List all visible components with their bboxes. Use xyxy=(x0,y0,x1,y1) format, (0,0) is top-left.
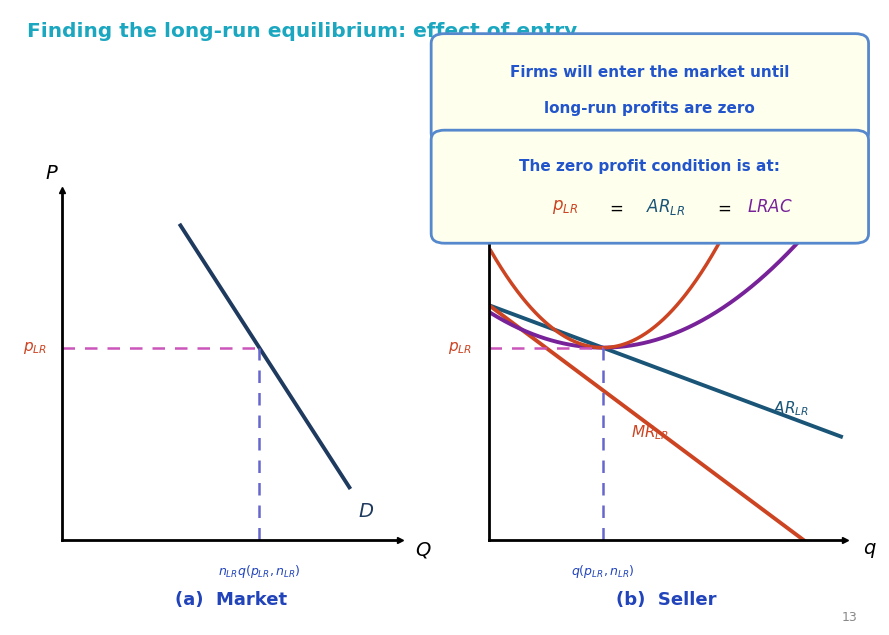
Text: $=$: $=$ xyxy=(714,198,732,217)
Text: $p_{LR}$: $p_{LR}$ xyxy=(23,340,47,356)
Text: $LRAC$: $LRAC$ xyxy=(795,196,837,211)
Text: Finding the long-run equilibrium: effect of entry: Finding the long-run equilibrium: effect… xyxy=(27,22,577,41)
Text: $P$: $P$ xyxy=(45,164,59,182)
Text: 13: 13 xyxy=(842,611,858,624)
Text: $p$: $p$ xyxy=(471,164,485,182)
Text: $q(p_{LR},n_{LR})$: $q(p_{LR},n_{LR})$ xyxy=(571,563,635,580)
Text: $n_{LR}q(p_{LR},n_{LR})$: $n_{LR}q(p_{LR},n_{LR})$ xyxy=(218,563,300,580)
Text: $p_{LR}$: $p_{LR}$ xyxy=(552,198,579,217)
Text: The zero profit condition is at:: The zero profit condition is at: xyxy=(519,159,781,173)
Text: $LRAC$: $LRAC$ xyxy=(747,198,793,217)
Text: $=$: $=$ xyxy=(605,198,623,217)
Text: $AR_{LR}$: $AR_{LR}$ xyxy=(773,399,810,418)
Text: long-run profits are zero: long-run profits are zero xyxy=(544,100,756,116)
Text: (a)  Market: (a) Market xyxy=(175,591,287,609)
Text: $Q$: $Q$ xyxy=(415,540,432,560)
Text: $MR_{LR}$: $MR_{LR}$ xyxy=(631,424,669,442)
Text: (b)  Seller: (b) Seller xyxy=(616,591,717,609)
Text: $AR_{LR}$: $AR_{LR}$ xyxy=(646,197,685,217)
Text: $D$: $D$ xyxy=(358,502,374,521)
Text: Firms will enter the market until: Firms will enter the market until xyxy=(510,65,789,81)
Text: $LRMC$: $LRMC$ xyxy=(780,163,824,178)
Text: $p_{LR}$: $p_{LR}$ xyxy=(448,340,473,356)
Text: $q$: $q$ xyxy=(862,541,877,559)
